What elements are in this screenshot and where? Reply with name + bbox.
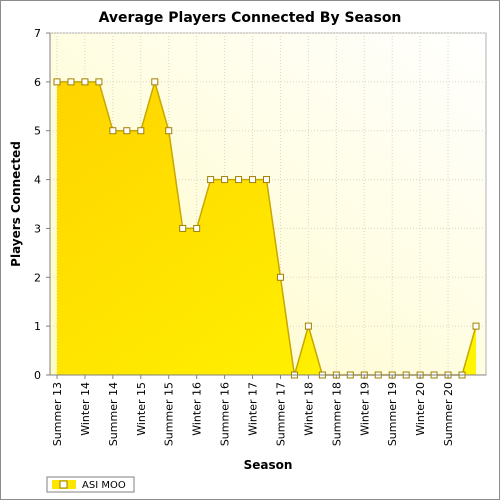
data-point [67,78,75,86]
data-point [276,273,284,281]
y-tick-label: 6 [34,76,41,89]
data-point [304,322,312,330]
y-tick-label: 4 [34,174,41,187]
x-tick-label: Winter 14 [79,382,92,436]
x-tick-label: Summer 19 [386,382,399,446]
legend: ASI MOO [46,476,135,493]
x-tick-label: Winter 20 [414,382,427,436]
x-tick-label: Summer 15 [163,382,176,446]
x-tick-label: Winter 19 [358,382,371,436]
y-tick-label: 2 [34,271,41,284]
x-tick-label: Winter 18 [302,382,315,436]
data-point [151,78,159,86]
data-point [263,176,270,184]
x-tick-label: Summer 20 [442,382,455,446]
series-area-fill [57,81,476,375]
x-tick-label: Summer 18 [330,382,343,446]
y-tick-label: 5 [34,125,41,138]
y-tick-label: 3 [34,222,41,235]
x-tick-label: Winter 15 [135,382,148,436]
legend-marker [59,480,68,489]
data-point [109,127,117,135]
x-axis: Summer 13 Winter 14 Summer 14 Winter 15 Summ… [50,374,486,446]
data-point [235,176,243,184]
y-tick-label: 0 [34,369,41,382]
data-point [95,78,103,86]
data-point [81,78,89,86]
x-tick-label: Winter 17 [247,382,260,436]
data-point [123,127,131,135]
data-point [165,127,173,135]
y-tick-label: 1 [34,320,41,333]
x-tick-label: Summer 14 [107,382,120,446]
data-point [221,176,229,184]
legend-series-name: ASI MOO [82,480,126,491]
x-tick-label: Summer 13 [51,382,64,446]
x-tick-label: Winter 16 [191,382,204,436]
data-point [472,322,480,330]
data-point [207,176,215,184]
x-axis-label: Season [244,458,293,472]
data-point [193,224,201,232]
chart-title: Average Players Connected By Season [99,10,402,26]
data-point [53,78,61,86]
data-point [137,127,145,135]
data-point [179,224,187,232]
x-tick-label: Summer 17 [274,382,287,446]
x-tick-label: Summer 16 [219,382,232,446]
y-tick-label: 7 [34,27,41,40]
y-axis: 0 1 2 3 4 5 6 7 [34,27,51,382]
data-point [249,176,257,184]
y-axis-label: Players Connected [9,141,23,267]
